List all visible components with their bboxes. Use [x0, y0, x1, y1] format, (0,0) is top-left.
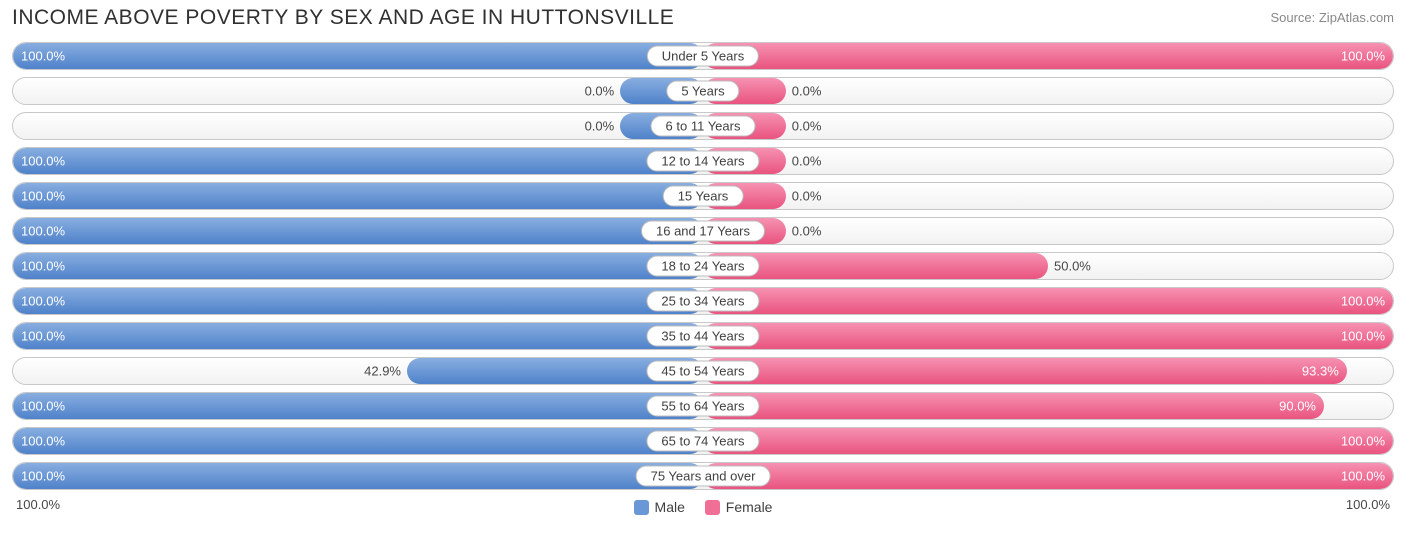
value-label-male: 100.0%: [21, 469, 65, 484]
bar-male: [13, 148, 703, 174]
value-label-female: 0.0%: [792, 224, 822, 239]
chart-title: INCOME ABOVE POVERTY BY SEX AND AGE IN H…: [12, 6, 674, 30]
bar-male: [13, 253, 703, 279]
value-label-female: 100.0%: [1341, 49, 1385, 64]
value-label-male: 100.0%: [21, 259, 65, 274]
table-row: 100.0% 100.0% 75 Years and over: [12, 462, 1394, 490]
header-row: INCOME ABOVE POVERTY BY SEX AND AGE IN H…: [12, 6, 1394, 30]
value-label-female: 0.0%: [792, 119, 822, 134]
value-label-male: 42.9%: [364, 364, 401, 379]
bar-female: [703, 358, 1347, 384]
bar-female: [703, 463, 1393, 489]
category-label: 65 to 74 Years: [646, 431, 759, 452]
table-row: 42.9% 93.3% 45 to 54 Years: [12, 357, 1394, 385]
table-row: 100.0% 100.0% Under 5 Years: [12, 42, 1394, 70]
bar-male: [13, 218, 703, 244]
category-label: 75 Years and over: [636, 466, 771, 487]
chart-source: Source: ZipAtlas.com: [1270, 10, 1394, 25]
value-label-female: 100.0%: [1341, 434, 1385, 449]
value-label-male: 100.0%: [21, 49, 65, 64]
table-row: 100.0% 0.0% 15 Years: [12, 182, 1394, 210]
value-label-male: 100.0%: [21, 224, 65, 239]
category-label: 18 to 24 Years: [646, 256, 759, 277]
value-label-female: 93.3%: [1302, 364, 1339, 379]
category-label: 25 to 34 Years: [646, 291, 759, 312]
axis-label-right: 100.0%: [1346, 497, 1390, 512]
table-row: 0.0% 0.0% 5 Years: [12, 77, 1394, 105]
value-label-female: 90.0%: [1279, 399, 1316, 414]
category-label: 55 to 64 Years: [646, 396, 759, 417]
category-label: Under 5 Years: [647, 46, 759, 67]
bar-female: [703, 323, 1393, 349]
category-label: 5 Years: [666, 81, 739, 102]
table-row: 100.0% 100.0% 65 to 74 Years: [12, 427, 1394, 455]
value-label-female: 0.0%: [792, 154, 822, 169]
rows-area: 100.0% 100.0% Under 5 Years 0.0% 0.0% 5 Years…: [12, 42, 1394, 490]
axis-label-left: 100.0%: [16, 497, 60, 512]
bar-female: [703, 428, 1393, 454]
table-row: 0.0% 0.0% 6 to 11 Years: [12, 112, 1394, 140]
value-label-female: 100.0%: [1341, 294, 1385, 309]
category-label: 16 and 17 Years: [641, 221, 765, 242]
value-label-male: 100.0%: [21, 329, 65, 344]
bar-female: [703, 288, 1393, 314]
bar-female: [703, 43, 1393, 69]
bar-male: [13, 323, 703, 349]
value-label-male: 0.0%: [585, 84, 615, 99]
category-label: 12 to 14 Years: [646, 151, 759, 172]
category-label: 45 to 54 Years: [646, 361, 759, 382]
value-label-male: 100.0%: [21, 399, 65, 414]
table-row: 100.0% 100.0% 35 to 44 Years: [12, 322, 1394, 350]
bar-male: [13, 463, 703, 489]
bar-male: [13, 393, 703, 419]
category-label: 6 to 11 Years: [651, 116, 756, 137]
value-label-female: 100.0%: [1341, 469, 1385, 484]
value-label-male: 100.0%: [21, 189, 65, 204]
bar-male: [13, 428, 703, 454]
value-label-male: 100.0%: [21, 434, 65, 449]
category-label: 35 to 44 Years: [646, 326, 759, 347]
table-row: 100.0% 100.0% 25 to 34 Years: [12, 287, 1394, 315]
value-label-male: 100.0%: [21, 154, 65, 169]
category-label: 15 Years: [663, 186, 744, 207]
value-label-female: 100.0%: [1341, 329, 1385, 344]
bar-male: [13, 43, 703, 69]
table-row: 100.0% 50.0% 18 to 24 Years: [12, 252, 1394, 280]
table-row: 100.0% 0.0% 16 and 17 Years: [12, 217, 1394, 245]
value-label-female: 0.0%: [792, 84, 822, 99]
bar-male: [13, 183, 703, 209]
bar-male: [13, 288, 703, 314]
table-row: 100.0% 90.0% 55 to 64 Years: [12, 392, 1394, 420]
axis-row: 100.0% 100.0%: [12, 497, 1394, 517]
value-label-female: 50.0%: [1054, 259, 1091, 274]
chart-container: INCOME ABOVE POVERTY BY SEX AND AGE IN H…: [0, 0, 1406, 559]
value-label-female: 0.0%: [792, 189, 822, 204]
value-label-male: 100.0%: [21, 294, 65, 309]
bar-female: [703, 393, 1324, 419]
value-label-male: 0.0%: [585, 119, 615, 134]
table-row: 100.0% 0.0% 12 to 14 Years: [12, 147, 1394, 175]
